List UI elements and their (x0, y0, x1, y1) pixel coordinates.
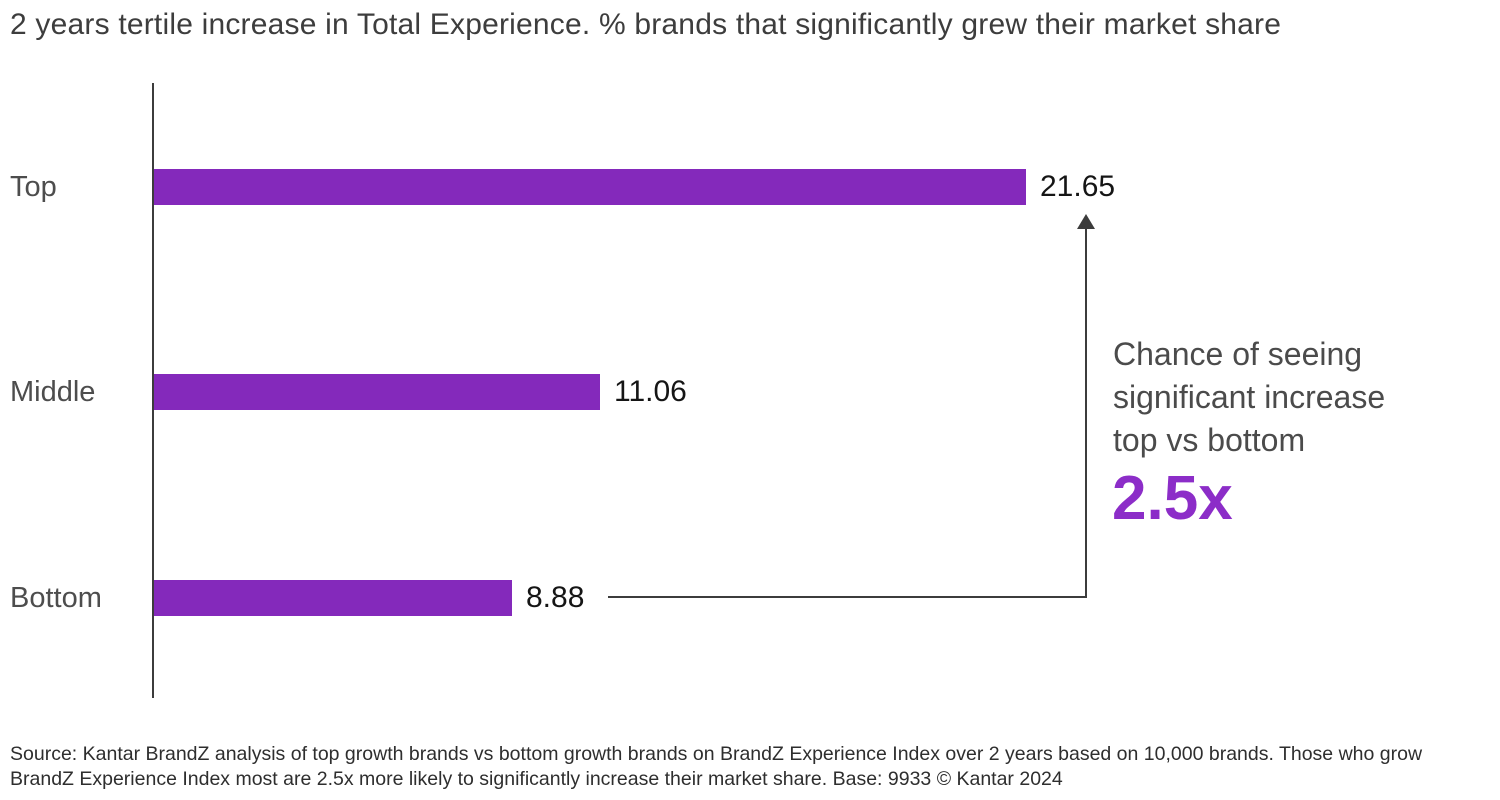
category-label-top: Top (10, 171, 57, 203)
chart-title: 2 years tertile increase in Total Experi… (10, 8, 1282, 41)
arrow-line-vertical (1085, 228, 1087, 598)
bar-middle (154, 374, 600, 410)
bar-bottom (154, 580, 512, 616)
arrow-up-icon (1077, 214, 1095, 229)
category-label-bottom: Bottom (10, 582, 102, 614)
value-label-top: 21.65 (1040, 170, 1116, 203)
value-label-middle: 11.06 (614, 375, 687, 408)
connector-line-horizontal (608, 596, 1087, 598)
value-label-bottom: 8.88 (526, 581, 585, 614)
annotation-text: Chance of seeing significant increase to… (1113, 336, 1386, 458)
category-label-middle: Middle (10, 376, 96, 408)
source-footnote: Source: Kantar BrandZ analysis of top gr… (10, 743, 1423, 790)
annotation-highlight-value: 2.5x (1112, 464, 1233, 533)
bar-top (154, 169, 1026, 205)
y-axis-line (152, 83, 154, 698)
